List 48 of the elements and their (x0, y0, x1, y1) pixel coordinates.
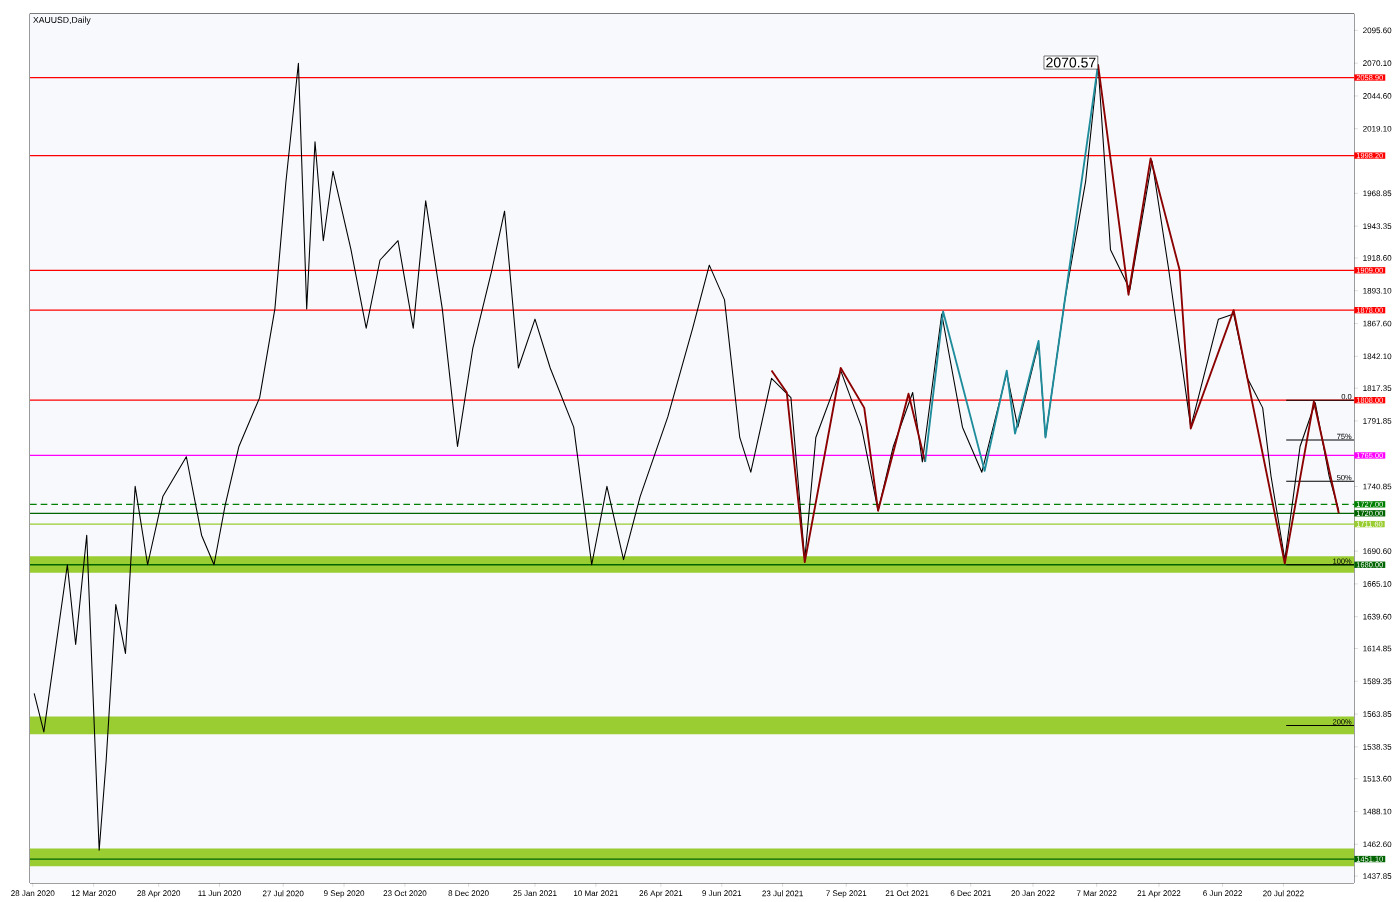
y-tick-label: 1563.85 (1363, 711, 1392, 717)
y-tick-label: 1791.85 (1363, 418, 1392, 424)
x-tick-label: 10 Mar 2021 (574, 890, 618, 897)
y-tick-label: 1614.85 (1363, 645, 1392, 652)
chart-title: XAUUSD,Daily (33, 16, 91, 25)
y-tick-label: 1817.35 (1363, 385, 1392, 391)
y-tick-label: 2070.10 (1363, 60, 1392, 66)
x-tick-label: 28 Jan 2020 (11, 890, 55, 897)
y-tick-label: 1665.10 (1363, 581, 1392, 587)
y-tick-label: 2019.10 (1363, 125, 1392, 132)
x-tick-label: 26 Apr 2021 (639, 890, 683, 898)
x-tick-label: 11 Jun 2020 (198, 890, 241, 897)
y-tick-label: 1488.10 (1363, 808, 1392, 815)
y-tick-label: 1690.60 (1363, 548, 1392, 554)
x-tick-label: 28 Apr 2020 (137, 890, 181, 898)
x-tick-label: 23 Jul 2021 (762, 890, 803, 897)
y-tick-label: 1867.60 (1363, 320, 1392, 327)
x-tick-label: 21 Oct 2021 (885, 890, 929, 897)
x-tick-label: 21 Apr 2022 (1137, 890, 1181, 898)
x-tick-label: 12 Mar 2020 (71, 890, 116, 897)
x-tick-label: 23 Oct 2020 (383, 890, 427, 897)
y-tick-label: 1968.85 (1363, 190, 1392, 197)
x-tick-label: 27 Jul 2020 (262, 890, 304, 897)
y-tick-label: 1437.85 (1363, 873, 1392, 879)
y-tick-label: 1918.60 (1363, 255, 1392, 261)
y-tick-label: 1842.10 (1363, 353, 1392, 360)
x-tick-label: 6 Jun 2022 (1203, 890, 1242, 897)
x-tick-label: 9 Sep 2020 (323, 890, 365, 898)
y-tick-label: 1740.85 (1363, 483, 1392, 490)
y-tick-label: 1462.60 (1363, 841, 1392, 848)
x-tick-label: 20 Jul 2022 (1263, 890, 1304, 897)
line-series (770, 367, 927, 564)
y-tick-label: 1589.35 (1363, 678, 1392, 685)
y-tick-label: 1639.60 (1363, 613, 1392, 620)
x-tick-label: 8 Dec 2020 (448, 890, 489, 897)
x-tick-label: 7 Mar 2022 (1076, 890, 1117, 897)
annotation: 2070.57 (1046, 57, 1096, 68)
y-tick-label: 1513.60 (1363, 775, 1392, 782)
x-tick-label: 7 Sep 2021 (826, 890, 867, 898)
x-tick-label: 20 Jan 2022 (1011, 890, 1055, 897)
x-tick-label: 6 Dec 2021 (950, 890, 991, 897)
x-tick-label: 9 Jun 2021 (702, 890, 742, 897)
y-tick-label: 1943.35 (1363, 223, 1392, 229)
y-tick-label: 2095.60 (1363, 27, 1392, 34)
y-tick-label: 1893.10 (1363, 287, 1392, 294)
y-tick-label: 2044.60 (1363, 93, 1392, 99)
x-tick-label: 25 Jan 2021 (513, 890, 557, 897)
y-tick-label: 1538.35 (1363, 744, 1392, 750)
